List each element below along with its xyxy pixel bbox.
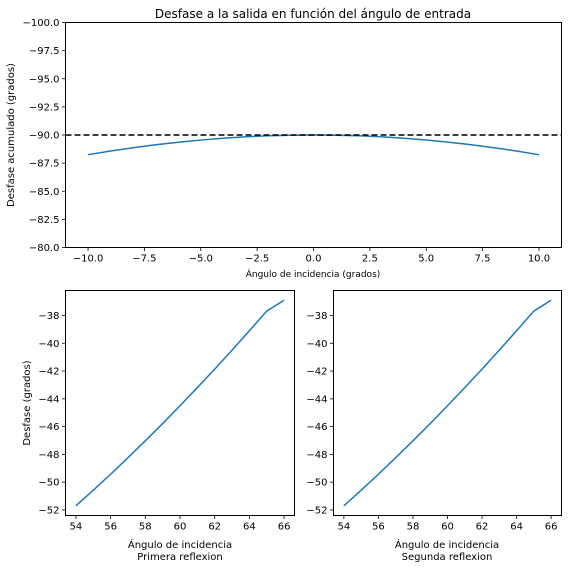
bottom-right-x-tick-label: 58 [407, 522, 420, 533]
top-chart: Desfase a la salida en función del ángul… [6, 7, 562, 280]
bottom-left-x-label: Ángulo de incidencia [128, 538, 232, 551]
bottom-right-series-line [343, 299, 552, 507]
bottom-left-y-tick-label: −48 [38, 450, 59, 461]
bottom-right-y-tick-label: −44 [306, 394, 327, 405]
top-x-tick-label: 0.0 [306, 254, 322, 265]
top-y-tick-label: −92.5 [29, 102, 60, 113]
top-x-tick-label: 7.5 [475, 254, 491, 265]
bottom-left-y-ticks: −52 −50 −48 −46 −44 −42 −40 −38 [38, 311, 66, 516]
top-y-tick-label: −87.5 [29, 159, 60, 170]
bottom-right-x-tick-label: 64 [510, 522, 523, 533]
bottom-right-x-ticks: 54 56 58 60 62 64 66 [337, 515, 558, 533]
top-x-tick-label: 10.0 [528, 254, 550, 265]
bottom-left-frame [65, 290, 295, 516]
bottom-right-chart: 54 56 58 60 62 64 66 −52−50−48−46−44−42−40−38 … [306, 290, 562, 563]
bottom-left-series-line [75, 299, 285, 507]
top-y-tick-label: −85.0 [29, 187, 60, 198]
bottom-left-x-tick-label: 64 [243, 522, 256, 533]
top-y-tick-label: −82.5 [29, 215, 60, 226]
bottom-left-x-ticks: 54 56 58 60 62 64 66 [70, 515, 291, 533]
bottom-left-y-tick-label: −44 [38, 394, 59, 405]
bottom-right-x-label: Ángulo de incidencia [395, 538, 499, 551]
bottom-right-y-tick-label: −48 [306, 450, 327, 461]
bottom-right-y-tick-label: −40 [306, 339, 327, 350]
bottom-right-plot-area [343, 299, 552, 507]
top-x-tick-label: −2.5 [245, 254, 269, 265]
bottom-left-y-tick-label: −50 [38, 478, 59, 489]
top-chart-x-ticks: −10.0 −7.5 −5.0 −2.5 0.0 2.5 5.0 7.5 10.0 [73, 247, 550, 265]
bottom-left-y-tick-label: −38 [38, 311, 59, 322]
bottom-right-x-tick-label: 60 [441, 522, 454, 533]
top-y-tick-label: −80.0 [29, 243, 60, 254]
top-x-tick-label: −5.0 [189, 254, 213, 265]
top-chart-y-ticks: −100.0 −97.5 −95.0 −92.5 −90.0 −87.5 −85.0 −82.… [22, 18, 66, 254]
top-chart-frame [65, 22, 562, 248]
bottom-right-y-tick-label: −42 [306, 367, 327, 378]
top-x-tick-label: 5.0 [418, 254, 434, 265]
top-chart-plot-area [65, 134, 562, 156]
bottom-left-x-tick-label: 58 [139, 522, 152, 533]
bottom-left-chart: 54 56 58 60 62 64 66 −52−50−48−46−44−42−40−38 … [22, 290, 295, 563]
top-x-tick-label: −7.5 [132, 254, 156, 265]
top-x-tick-label: 2.5 [362, 254, 378, 265]
bottom-right-frame [333, 290, 562, 516]
bottom-right-y-tick-label: −52 [306, 505, 327, 516]
bottom-right-x-tick-label: 66 [545, 522, 558, 533]
bottom-left-x-tick-label: 54 [70, 522, 83, 533]
top-series-line [87, 134, 540, 156]
bottom-right-x-tick-label: 56 [372, 522, 385, 533]
bottom-left-x-tick-label: 56 [104, 522, 117, 533]
bottom-left-x-tick-label: 60 [174, 522, 187, 533]
top-y-tick-label: −100.0 [22, 18, 59, 29]
bottom-left-y-tick-label: −42 [38, 367, 59, 378]
bottom-right-y-tick-label: −50 [306, 478, 327, 489]
bottom-right-y-tick-label: −46 [306, 422, 327, 433]
top-chart-x-label: Ángulo de incidencia (grados) [246, 268, 381, 280]
top-chart-y-label: Desfase acumulado (grados) [6, 63, 17, 207]
bottom-left-x-tick-label: 62 [208, 522, 221, 533]
bottom-left-y-tick-label: −46 [38, 422, 59, 433]
bottom-left-x-tick-label: 66 [278, 522, 291, 533]
bottom-right-y-ticks: −52 −50 −48 −46 −44 −42 −40 −38 [306, 311, 334, 516]
bottom-left-plot-area [75, 299, 285, 507]
bottom-right-x-tick-label: 54 [337, 522, 350, 533]
bottom-right-x-tick-label: 62 [476, 522, 489, 533]
top-chart-title: Desfase a la salida en función del ángul… [155, 7, 471, 21]
bottom-left-y-tick-label: −52 [38, 505, 59, 516]
bottom-left-x-sublabel: Primera reflexion [137, 552, 223, 563]
bottom-left-y-label: Desfase (grados) [22, 360, 33, 445]
top-y-tick-label: −97.5 [29, 46, 60, 57]
bottom-right-x-sublabel: Segunda reflexion [402, 552, 493, 563]
top-y-tick-label: −95.0 [29, 74, 60, 85]
top-x-tick-label: −10.0 [73, 254, 104, 265]
bottom-right-y-tick-label: −38 [306, 311, 327, 322]
top-y-tick-label: −90.0 [29, 131, 60, 142]
bottom-left-y-tick-label: −40 [38, 339, 59, 350]
